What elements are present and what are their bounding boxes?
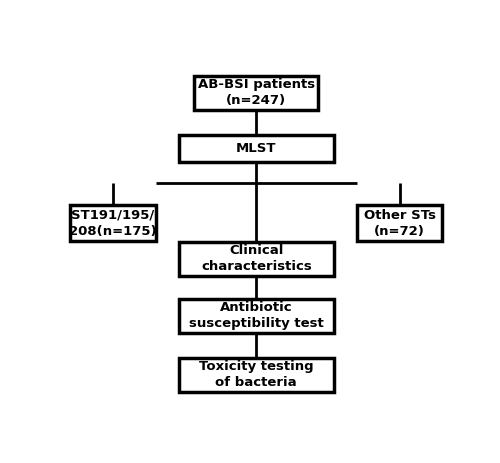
FancyBboxPatch shape xyxy=(179,358,334,392)
Text: MLST: MLST xyxy=(236,142,277,155)
Text: Other STs
(n=72): Other STs (n=72) xyxy=(364,209,436,238)
Text: Clinical
characteristics: Clinical characteristics xyxy=(201,244,312,273)
Text: Antibiotic
susceptibility test: Antibiotic susceptibility test xyxy=(189,301,324,330)
Text: Toxicity testing
of bacteria: Toxicity testing of bacteria xyxy=(199,360,314,389)
FancyBboxPatch shape xyxy=(179,135,334,162)
FancyBboxPatch shape xyxy=(179,242,334,275)
FancyBboxPatch shape xyxy=(194,76,318,110)
FancyBboxPatch shape xyxy=(179,299,334,333)
Text: AB-BSI patients
(n=247): AB-BSI patients (n=247) xyxy=(198,79,315,107)
Text: ST191/195/
208(n=175): ST191/195/ 208(n=175) xyxy=(69,209,156,238)
FancyBboxPatch shape xyxy=(357,205,442,241)
FancyBboxPatch shape xyxy=(70,205,156,241)
